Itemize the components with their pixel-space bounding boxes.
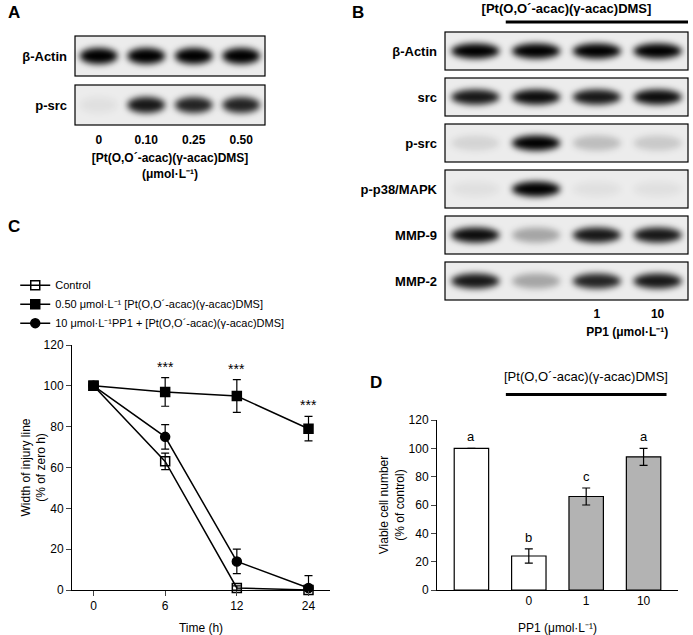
svg-text:100: 100: [44, 379, 64, 393]
svg-text:[Pt(O,O´-acac)(γ-acac)DMS]: [Pt(O,O´-acac)(γ-acac)DMS]: [482, 1, 652, 16]
svg-text:[Pt(O,O´-acac)(γ-acac)DMS]: [Pt(O,O´-acac)(γ-acac)DMS]: [504, 369, 668, 384]
svg-text:60: 60: [415, 498, 429, 512]
svg-text:a: a: [467, 429, 475, 444]
svg-text:b: b: [525, 530, 532, 545]
svg-text:20: 20: [50, 542, 64, 556]
svg-text:100: 100: [409, 442, 429, 456]
svg-text:24: 24: [302, 599, 316, 613]
svg-text:p-p38/MAPK: p-p38/MAPK: [360, 182, 437, 197]
svg-text:D: D: [370, 373, 382, 392]
svg-text:0.50: 0.50: [230, 133, 254, 147]
svg-text:[Pt(O,O´-acac)(γ-acac)DMS]: [Pt(O,O´-acac)(γ-acac)DMS]: [92, 151, 249, 165]
svg-text:10 μmol·L⁻¹PP1 + [Pt(O,O´-acac: 10 μmol·L⁻¹PP1 + [Pt(O,O´-acac)(γ-acac)D…: [55, 317, 284, 329]
svg-text:6: 6: [162, 599, 169, 613]
svg-text:***: ***: [228, 361, 245, 377]
svg-text:0.50 μmol·L⁻¹ [Pt(O,O´-acac)(γ: 0.50 μmol·L⁻¹ [Pt(O,O´-acac)(γ-acac)DMS]: [55, 298, 263, 310]
svg-text:***: ***: [300, 397, 317, 413]
svg-text:0: 0: [90, 599, 97, 613]
svg-text:β-Actin: β-Actin: [22, 49, 67, 64]
svg-text:A: A: [8, 3, 20, 22]
svg-text:a: a: [640, 429, 648, 444]
svg-text:0: 0: [57, 583, 64, 597]
svg-text:0: 0: [525, 594, 532, 608]
svg-text:12: 12: [230, 599, 244, 613]
svg-text:20: 20: [415, 555, 429, 569]
svg-text:PP1 (μmol·L⁻¹): PP1 (μmol·L⁻¹): [518, 621, 597, 635]
svg-text:120: 120: [44, 338, 64, 352]
svg-text:MMP-2: MMP-2: [395, 274, 437, 289]
svg-text:C: C: [8, 217, 20, 236]
svg-text:B: B: [352, 3, 364, 22]
svg-text:40: 40: [50, 502, 64, 516]
svg-text:1: 1: [594, 307, 601, 321]
svg-text:p-src: p-src: [35, 98, 67, 113]
svg-text:Control: Control: [55, 279, 90, 291]
svg-text:(μmol·L⁻¹): (μmol·L⁻¹): [142, 167, 198, 181]
svg-text:60: 60: [50, 461, 64, 475]
svg-text:MMP-9: MMP-9: [395, 228, 437, 243]
svg-text:40: 40: [415, 527, 429, 541]
svg-text:0.10: 0.10: [135, 133, 159, 147]
svg-text:Viable cell number(% of contro: Viable cell number(% of control): [377, 456, 407, 555]
svg-text:10: 10: [637, 594, 651, 608]
svg-text:0: 0: [95, 133, 102, 147]
svg-text:src: src: [417, 90, 437, 105]
svg-text:PP1 (μmol·L⁻¹): PP1 (μmol·L⁻¹): [586, 325, 668, 339]
svg-text:β-Actin: β-Actin: [392, 44, 437, 59]
svg-text:80: 80: [50, 420, 64, 434]
svg-text:***: ***: [157, 359, 174, 375]
svg-text:0.25: 0.25: [182, 133, 206, 147]
svg-text:Time (h): Time (h): [179, 621, 223, 635]
svg-text:0: 0: [422, 583, 429, 597]
svg-text:80: 80: [415, 470, 429, 484]
svg-text:Width of injury line(% of zero: Width of injury line(% of zero h): [19, 418, 49, 516]
svg-text:120: 120: [409, 413, 429, 427]
svg-text:1: 1: [583, 594, 590, 608]
svg-text:p-src: p-src: [405, 136, 437, 151]
svg-text:c: c: [583, 469, 590, 484]
svg-text:10: 10: [651, 307, 665, 321]
